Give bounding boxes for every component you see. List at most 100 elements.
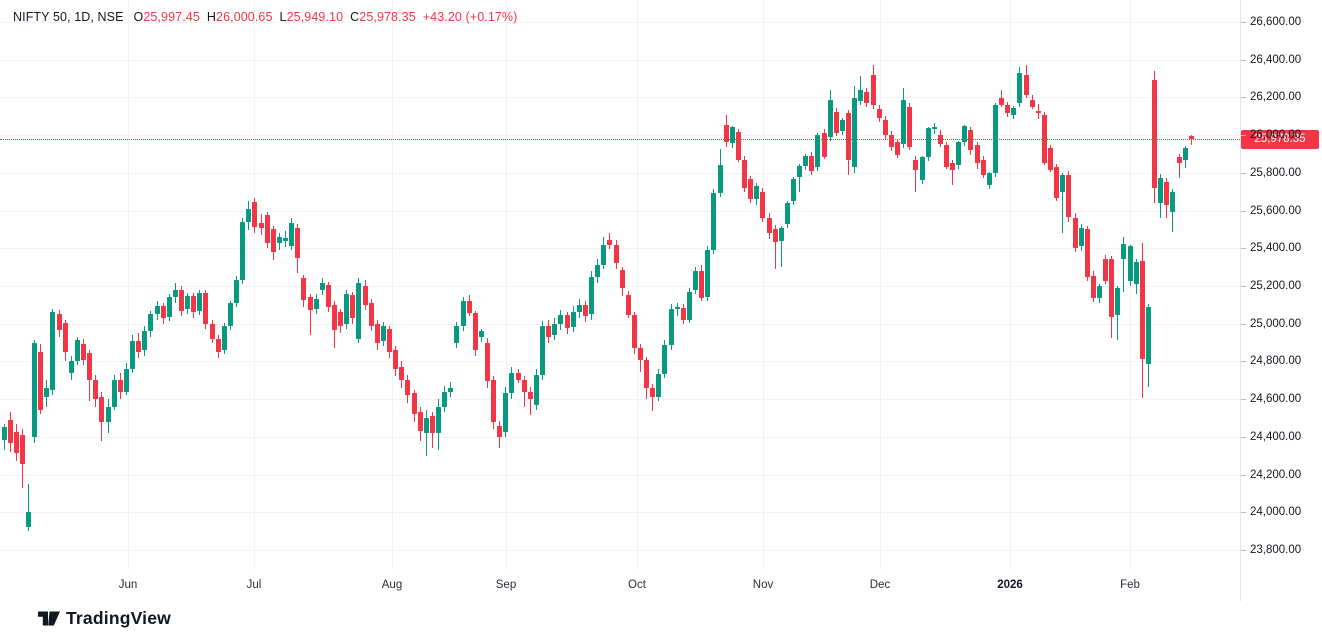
candle-body-down <box>974 144 980 164</box>
price-axis-label: 25,000.00 <box>1250 317 1302 330</box>
candle-wick <box>952 160 954 185</box>
candle-body-down <box>1176 156 1182 163</box>
candle-body-up <box>172 289 178 298</box>
candle-body-down <box>907 106 913 147</box>
grid-line-h <box>0 59 1240 61</box>
grid-line-v <box>254 0 255 570</box>
candle-body-up <box>503 393 509 433</box>
candle-body-down <box>637 348 643 361</box>
candle-body-down <box>368 302 374 326</box>
candle-body-down <box>338 312 344 326</box>
candle-body-up <box>693 271 699 290</box>
candle-body-up <box>234 280 240 303</box>
candle-wick <box>774 225 776 269</box>
price-tick-mark <box>1241 550 1246 551</box>
candle-body-up <box>589 276 595 315</box>
candle-body-up <box>754 186 760 200</box>
candle-body-up <box>197 293 203 311</box>
grid-line-h <box>0 172 1240 174</box>
time-axis-label: Jun <box>118 579 138 591</box>
candle-body-up <box>576 304 582 313</box>
candle-body-down <box>699 271 705 298</box>
candle-wick <box>780 225 782 268</box>
candle-body-down <box>625 295 631 315</box>
price-axis-label: 26,600.00 <box>1250 16 1302 28</box>
candle-body-down <box>870 74 876 105</box>
candle-body-down <box>99 397 105 422</box>
candle-body-down <box>484 342 490 382</box>
tradingview-attribution-link[interactable]: TradingView <box>38 608 171 629</box>
candle-body-up <box>1 427 7 440</box>
candle-body-up <box>1182 147 1188 160</box>
candle-body-up <box>283 237 289 241</box>
candle-body-down <box>1048 148 1054 170</box>
candle-body-up <box>827 100 833 138</box>
candle-body-up <box>839 120 845 132</box>
candle-body-down <box>582 304 588 317</box>
candle-body-down <box>405 380 411 396</box>
candle-wick <box>1123 236 1125 293</box>
candle-body-down <box>527 391 533 400</box>
time-axis-label: 2026 <box>997 579 1023 591</box>
candle-body-up <box>50 312 56 390</box>
grid-line-h <box>0 135 1240 137</box>
candle-body-up <box>380 325 386 341</box>
time-axis-label: Sep <box>495 579 517 591</box>
price-tick-mark <box>1241 172 1246 174</box>
candle-body-up <box>931 126 937 130</box>
candle-body-up <box>1078 227 1084 247</box>
candle-body-down <box>521 380 527 392</box>
candle-body-down <box>19 434 25 465</box>
candle-body-up <box>797 165 803 177</box>
change-value: +43.20 (+0.17%) <box>422 10 518 24</box>
candle-body-up <box>992 104 998 173</box>
chart-pane[interactable] <box>0 0 1240 570</box>
candle-body-down <box>888 135 894 148</box>
candle-body-up <box>711 192 717 251</box>
candle-body-down <box>644 360 650 388</box>
candle-body-up <box>558 315 564 324</box>
candle-body-down <box>429 416 435 434</box>
candle-body-down <box>87 352 93 381</box>
grid-line-h <box>0 474 1240 476</box>
candle-body-down <box>680 308 686 320</box>
grid-line-h <box>0 550 1240 551</box>
candle-body-down <box>93 380 99 400</box>
candle-body-down <box>81 344 87 360</box>
candle-body-down <box>613 244 619 264</box>
price-axis-label: 24,800.00 <box>1250 355 1302 368</box>
grid-line-h <box>0 210 1240 212</box>
candle-body-down <box>13 432 19 453</box>
candle-body-up <box>1127 245 1133 281</box>
candle-body-up <box>123 368 129 392</box>
symbol-title[interactable]: NIFTY 50, 1D, NSE <box>13 10 124 24</box>
candle-body-up <box>246 208 252 222</box>
candle-wick <box>1062 173 1064 234</box>
candle-body-down <box>619 269 625 288</box>
candle-body-down <box>160 305 166 319</box>
candle-body-up <box>1133 261 1139 284</box>
candle-body-up <box>956 142 962 166</box>
candle-body-down <box>497 426 503 437</box>
price-axis-label: 24,200.00 <box>1250 468 1302 481</box>
candle-body-up <box>142 331 148 351</box>
candle-body-down <box>472 313 478 351</box>
price-axis[interactable]: 25,978.35 26,600.00 26,400.00 26,200.00 26,… <box>1240 0 1322 601</box>
candle-body-down <box>307 297 313 310</box>
candle-body-down <box>766 218 772 233</box>
time-axis[interactable]: Jun Jul Aug Sep Oct Nov Dec 2026 Feb <box>0 570 1240 602</box>
candle-wick <box>27 484 29 532</box>
last-price-badge: 25,978.35 <box>1241 129 1319 149</box>
candle-body-down <box>191 295 197 313</box>
candle-body-down <box>252 202 258 227</box>
candle-body-up <box>925 127 931 157</box>
candle-wick <box>799 163 801 192</box>
grid-line-v <box>506 0 507 570</box>
candle-body-up <box>74 339 80 362</box>
candle-body-up <box>68 361 74 373</box>
candle-body-down <box>399 367 405 381</box>
tradingview-wordmark: TradingView <box>66 608 171 628</box>
candle-body-down <box>748 179 754 200</box>
candle-body-up <box>790 178 796 202</box>
candle-body-down <box>387 329 393 352</box>
